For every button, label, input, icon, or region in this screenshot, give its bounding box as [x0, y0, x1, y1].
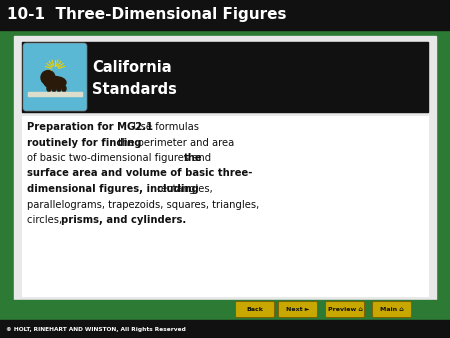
Ellipse shape: [44, 77, 66, 89]
Text: Next ►: Next ►: [286, 307, 310, 312]
Text: California: California: [92, 60, 171, 75]
Bar: [14, 36, 436, 300]
Text: rectangles,: rectangles,: [154, 184, 213, 194]
FancyBboxPatch shape: [325, 301, 364, 317]
Text: © HOLT, RINEHART AND WINSTON, All Rights Reserved: © HOLT, RINEHART AND WINSTON, All Rights…: [6, 327, 186, 332]
FancyBboxPatch shape: [279, 301, 318, 317]
Ellipse shape: [57, 86, 61, 92]
Bar: [22, 42, 428, 112]
Ellipse shape: [62, 86, 66, 92]
Circle shape: [41, 71, 55, 84]
Bar: [22, 116, 428, 296]
Ellipse shape: [47, 86, 51, 92]
Text: the: the: [184, 153, 202, 163]
Text: circles,: circles,: [27, 215, 68, 225]
FancyBboxPatch shape: [235, 301, 274, 317]
Text: dimensional figures, including: dimensional figures, including: [27, 184, 199, 194]
FancyBboxPatch shape: [373, 301, 411, 317]
Bar: [0, 0, 450, 30]
Text: parallelograms, trapezoids, squares, triangles,: parallelograms, trapezoids, squares, tri…: [27, 199, 259, 210]
Text: 10-1  Three-Dimensional Figures: 10-1 Three-Dimensional Figures: [7, 7, 287, 23]
Bar: [0, 300, 450, 320]
Text: Main ⌂: Main ⌂: [380, 307, 404, 312]
Text: prisms, and cylinders.: prisms, and cylinders.: [61, 215, 186, 225]
Text: Preparation for MG2.1: Preparation for MG2.1: [27, 122, 153, 132]
Text: of basic two-dimensional figures and: of basic two-dimensional figures and: [27, 153, 214, 163]
Text: the perimeter and area: the perimeter and area: [115, 138, 234, 147]
Text: routinely for finding: routinely for finding: [27, 138, 141, 147]
Ellipse shape: [52, 86, 56, 92]
Text: Standards: Standards: [92, 82, 177, 97]
Bar: [0, 320, 450, 338]
Text: Back: Back: [247, 307, 263, 312]
Text: surface area and volume of basic three-: surface area and volume of basic three-: [27, 169, 252, 178]
Text: Preview ⌂: Preview ⌂: [328, 307, 362, 312]
FancyBboxPatch shape: [23, 43, 87, 111]
Bar: [28, 92, 82, 96]
Text: Use formulas: Use formulas: [127, 122, 199, 132]
